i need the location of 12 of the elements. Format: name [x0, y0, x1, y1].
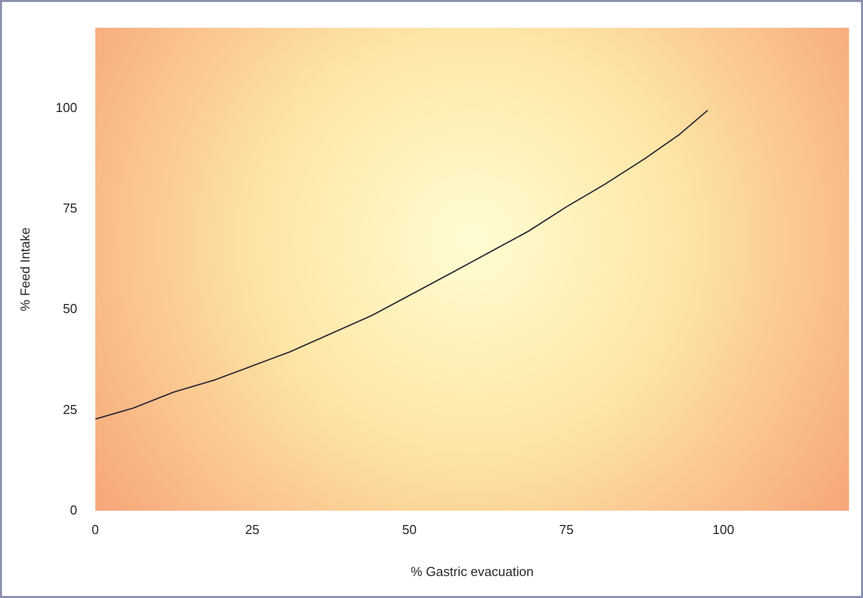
- y-tick-label: 25: [62, 402, 78, 417]
- x-tick-label: 0: [92, 522, 99, 538]
- y-tick-label: 100: [56, 100, 78, 115]
- y-axis-title: % Feed Intake: [17, 227, 32, 312]
- x-tick-label: 50: [402, 522, 417, 538]
- x-tick-label: 100: [712, 522, 734, 538]
- y-tick-label: 0: [70, 502, 78, 518]
- x-tick-label: 25: [245, 522, 260, 538]
- y-tick-label: 75: [62, 200, 78, 216]
- y-tick-label: 50: [62, 301, 78, 316]
- x-axis-title: % Gastric evacuation: [410, 564, 534, 579]
- x-tick-label: 75: [559, 522, 574, 538]
